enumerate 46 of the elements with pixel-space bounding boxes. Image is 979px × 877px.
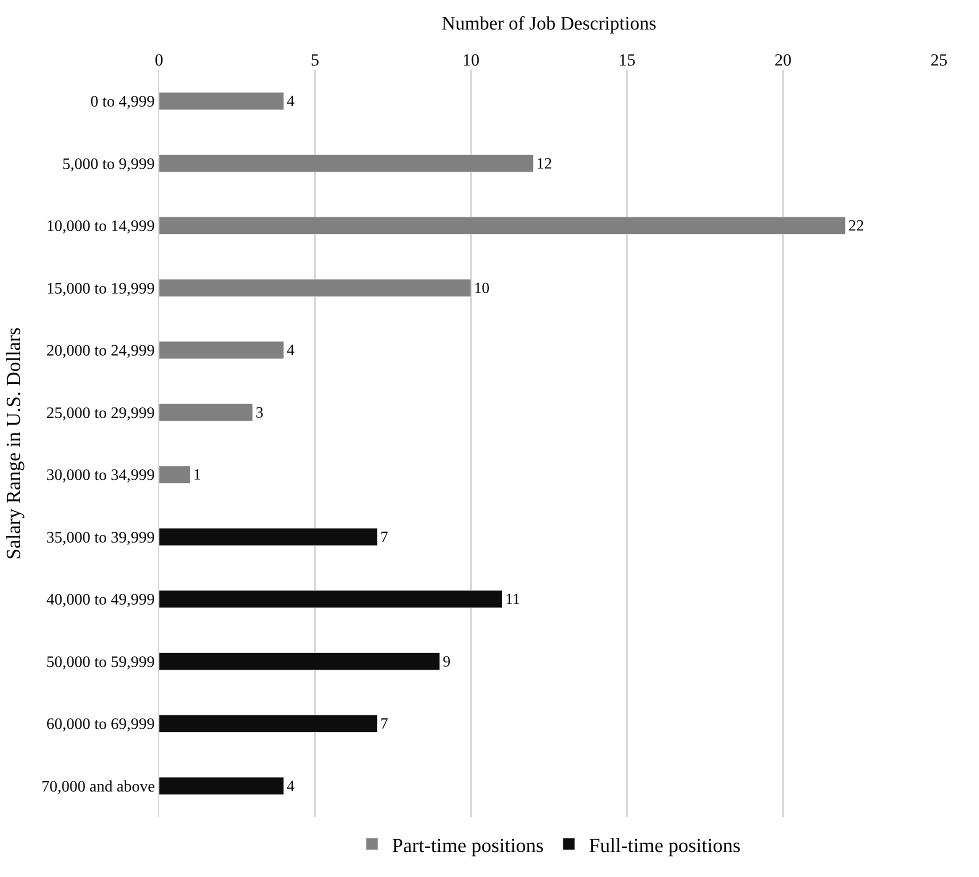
- x-tick-label: 15: [618, 50, 636, 70]
- y-tick-label: 40,000 to 49,999: [46, 592, 155, 609]
- y-tick-label: 25,000 to 29,999: [46, 404, 155, 422]
- y-axis-title: Salary Range in U.S. Dollars: [2, 327, 25, 560]
- data-label: 4: [286, 778, 295, 795]
- bar: [159, 92, 284, 110]
- bar: [159, 216, 846, 235]
- data-label: 4: [286, 93, 295, 110]
- bar: [159, 403, 253, 422]
- legend-label: Part-time positions: [392, 834, 544, 857]
- bar: [159, 341, 284, 360]
- data-label: 22: [848, 218, 864, 235]
- bar: [159, 776, 284, 795]
- data-label: 3: [256, 404, 264, 422]
- data-label: 12: [536, 155, 552, 172]
- y-tick-label: 15,000 to 19,999: [46, 280, 155, 298]
- y-tick-label: 20,000 to 24,999: [46, 342, 155, 360]
- x-tick-label: 5: [310, 50, 320, 70]
- x-tick-label: 0: [154, 50, 164, 70]
- x-tick-label: 25: [930, 50, 948, 70]
- data-label: 1: [193, 466, 201, 484]
- bar: [159, 714, 378, 733]
- data-label: 7: [380, 716, 388, 733]
- y-tick-label: 0 to 4,999: [90, 94, 155, 111]
- bar: [159, 278, 472, 297]
- data-label: 4: [286, 342, 295, 360]
- x-tick-label: 10: [462, 50, 480, 70]
- y-tick-label: 10,000 to 14,999: [46, 218, 155, 236]
- y-tick-label: 70,000 and above: [41, 778, 155, 796]
- legend-label: Full-time positions: [588, 834, 741, 857]
- data-label: 9: [442, 653, 451, 670]
- x-tick-label: 20: [774, 50, 792, 70]
- bar: [159, 590, 502, 608]
- y-tick-label: 30,000 to 34,999: [46, 467, 155, 484]
- bar: [159, 528, 378, 546]
- y-tick-label: 35,000 to 39,999: [46, 529, 155, 546]
- y-tick-label: 5,000 to 9,999: [62, 156, 155, 173]
- data-label: 11: [505, 591, 520, 608]
- x-axis-title: Number of Job Descriptions: [442, 13, 656, 34]
- y-tick-label: 60,000 to 69,999: [46, 716, 155, 734]
- bar: [159, 466, 190, 484]
- y-tick-label: 50,000 to 59,999: [46, 654, 155, 671]
- data-label: 7: [380, 528, 388, 546]
- bar: [159, 652, 440, 670]
- data-label: 10: [474, 280, 490, 297]
- bar: [159, 154, 534, 172]
